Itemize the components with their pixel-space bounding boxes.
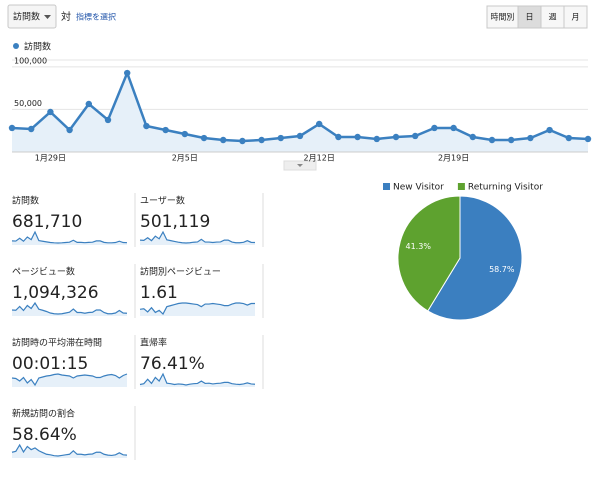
sparkline <box>139 372 256 386</box>
metric-value: 501,119 <box>140 212 210 232</box>
data-point <box>85 100 93 108</box>
sparkline-area <box>140 374 255 387</box>
data-point <box>66 126 73 134</box>
data-point <box>565 134 572 142</box>
metric-label: 訪問時の平均滞在時間 <box>12 337 102 349</box>
period-button[interactable] <box>563 5 588 29</box>
data-point <box>450 124 457 132</box>
data-point <box>431 124 438 132</box>
metric-value: 681,710 <box>12 212 82 232</box>
metric-dropdown[interactable] <box>7 4 57 29</box>
data-point <box>47 108 54 116</box>
data-point <box>316 120 323 128</box>
data-point <box>546 126 553 134</box>
legend-label: New Visitor <box>393 183 444 193</box>
dropdown-arrow <box>44 15 51 19</box>
pie-slice <box>427 195 523 321</box>
x-tick-label: 1月29日 <box>35 154 66 163</box>
pie-label: 58.7% <box>489 265 515 274</box>
pie-label: 41.3% <box>406 242 432 251</box>
data-point <box>28 125 35 133</box>
y-tick-label: 50,000 <box>14 99 42 108</box>
select-metric-link[interactable]: 指標を選択 <box>76 12 116 22</box>
data-point <box>335 133 342 141</box>
y-tick-label: 100,000 <box>14 56 47 65</box>
sparkline-area <box>12 303 127 316</box>
metric-label: 訪問数 <box>12 195 39 207</box>
data-point <box>354 133 361 141</box>
x-tick-label: 2月5日 <box>172 154 198 163</box>
data-point <box>584 135 592 143</box>
data-point <box>124 69 131 77</box>
sparkline-area <box>12 445 127 458</box>
area <box>12 73 588 152</box>
data-point <box>200 134 208 142</box>
x-tick-label: 2月19日 <box>438 154 469 163</box>
data-point <box>488 136 496 144</box>
metric-value: 1.61 <box>140 283 178 303</box>
data-point <box>162 126 169 134</box>
data-point <box>469 133 476 141</box>
metric-label: ページビュー数 <box>12 266 75 278</box>
data-point <box>220 136 227 144</box>
sparkline <box>11 443 128 457</box>
data-point <box>258 136 265 144</box>
sparkline <box>139 302 255 315</box>
metric-value: 76.41% <box>140 354 205 374</box>
legend-swatch <box>457 183 465 190</box>
data-point <box>239 137 246 145</box>
sparkline <box>11 373 128 387</box>
x-tick-label: 2月12日 <box>304 154 335 163</box>
data-point <box>412 132 419 140</box>
sparkline-area <box>140 232 255 245</box>
data-point <box>8 124 16 132</box>
data-point <box>392 133 400 141</box>
data-point <box>508 136 515 144</box>
metric-label: 新規訪問の割合 <box>12 408 75 420</box>
legend-label: 訪問数 <box>24 41 51 53</box>
sparkline <box>139 230 256 244</box>
sparkline <box>11 230 128 244</box>
data-point <box>181 130 188 138</box>
metric-value: 1,094,326 <box>12 283 99 303</box>
collapse-arrow <box>297 164 303 167</box>
data-point <box>527 134 534 142</box>
legend-swatch <box>383 183 390 190</box>
metric-value: 00:01:15 <box>12 354 88 374</box>
data-point <box>277 134 284 142</box>
period-button-label[interactable]: 月 <box>572 13 580 22</box>
data-point <box>373 135 380 143</box>
metric-label: 直帰率 <box>140 337 167 349</box>
metric-dropdown-label[interactable]: 訪問数 <box>13 11 40 23</box>
metric-label: ユーザー数 <box>140 195 185 207</box>
pie-slice <box>397 195 461 312</box>
metric-value: 58.64% <box>12 425 77 445</box>
legend-label: Returning Visitor <box>468 183 543 193</box>
sparkline-area <box>12 374 127 387</box>
sparkline-area <box>12 232 127 245</box>
data-point <box>104 116 112 124</box>
legend-marker <box>13 43 19 49</box>
period-button-label[interactable]: 時間別 <box>491 13 515 22</box>
data-point <box>143 122 150 130</box>
period-button-label[interactable]: 週 <box>549 13 557 22</box>
period-button-label[interactable]: 日 <box>526 13 534 22</box>
metric-label: 訪問別ページビュー <box>140 266 221 278</box>
vs-label: 対 <box>61 10 71 23</box>
data-point <box>296 132 304 140</box>
sparkline <box>11 301 128 315</box>
